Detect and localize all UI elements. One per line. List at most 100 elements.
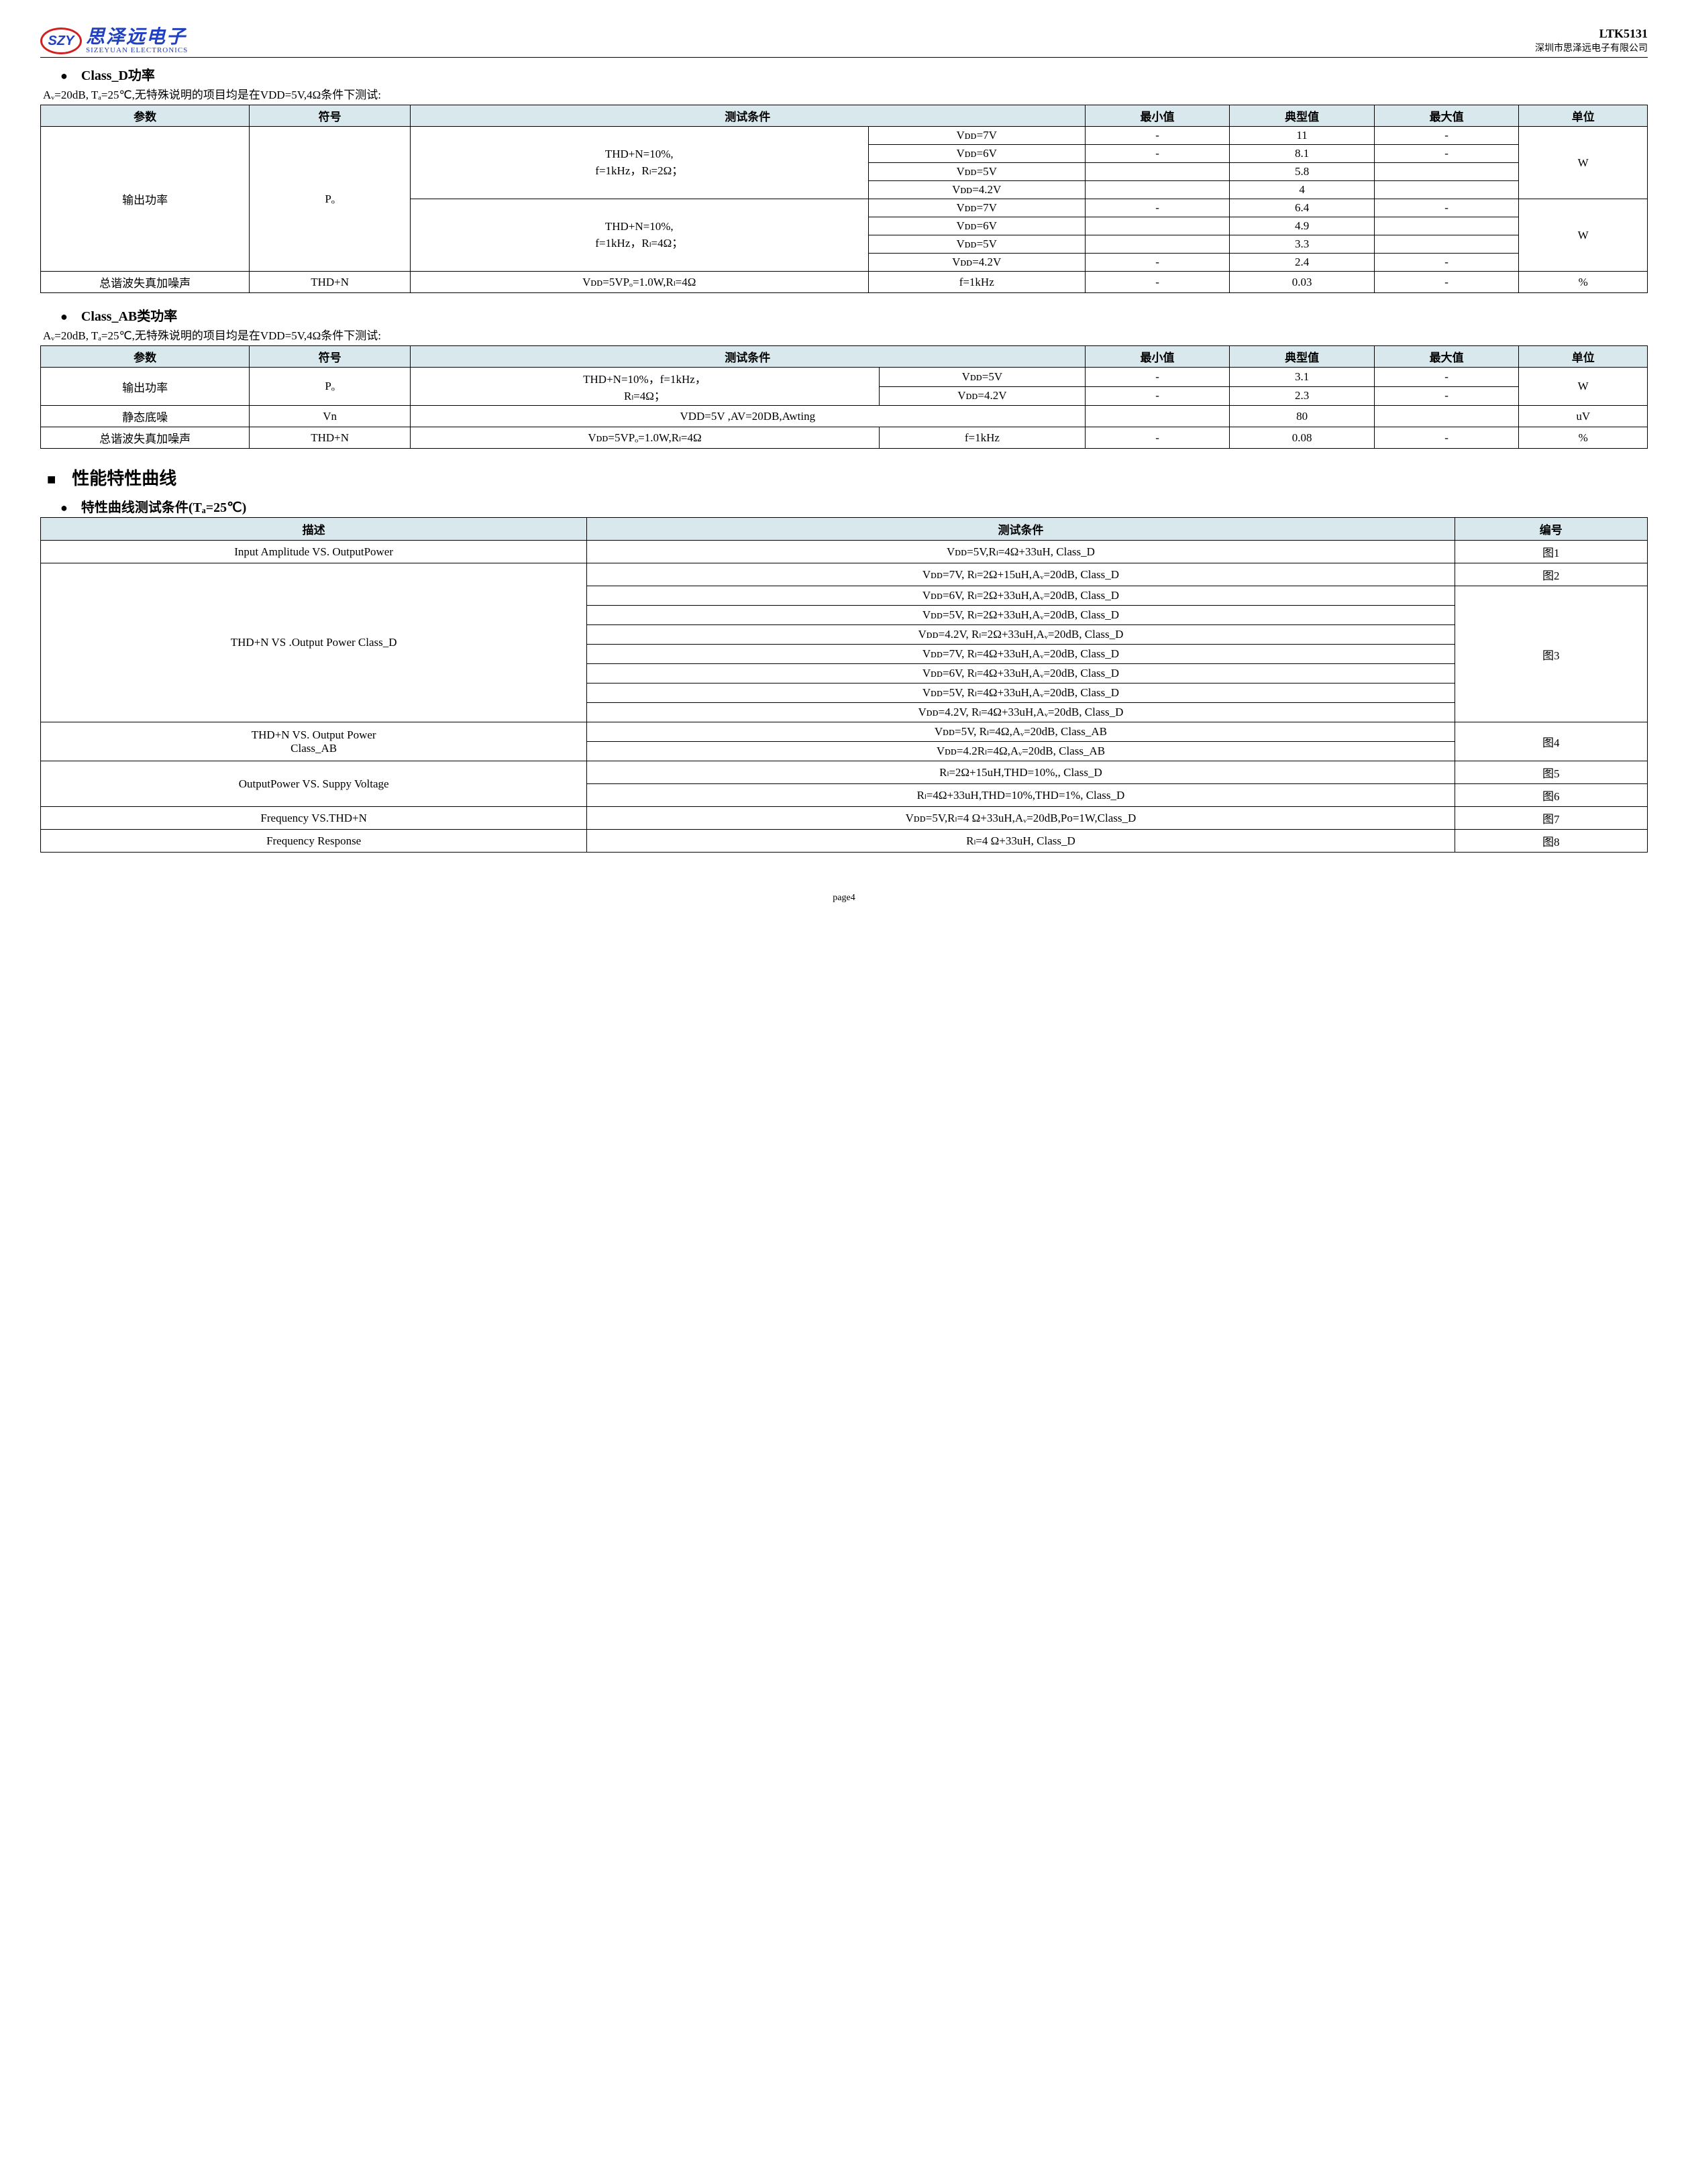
cell: 总谐波失真加噪声 [41,272,250,293]
cell [1085,217,1230,235]
cell: Pₒ [250,368,411,406]
cell: - [1374,145,1519,163]
section1-title: Class_D功率 [60,64,1648,84]
cell: 4.9 [1230,217,1375,235]
cell [1374,235,1519,254]
logo-badge: SZY [40,28,82,54]
cell: Vᴅᴅ=5V [880,368,1086,387]
cell: 6.4 [1230,199,1375,217]
cell: THD+N VS. Output Power Class_AB [41,722,587,761]
cell [1374,163,1519,181]
cell: 3.3 [1230,235,1375,254]
cell: THD+N=10%, f=1kHz，Rₗ=2Ω； [410,127,868,199]
cell: 0.08 [1230,427,1375,449]
cell: 静态底噪 [41,406,250,427]
cell: Pₒ [250,127,411,272]
cell: Rₗ=4 Ω+33uH, Class_D [587,830,1455,853]
cell: - [1085,254,1230,272]
cell: Vᴅᴅ=5VPₒ=1.0W,Rₗ=4Ω [410,272,868,293]
cell: THD+N [250,272,411,293]
cell: 8.1 [1230,145,1375,163]
cell: - [1374,427,1519,449]
section1-condition: Aᵥ=20dB, Tₐ=25℃,无特殊说明的项目均是在VDD=5V,4Ω条件下测… [43,85,1648,102]
cell: % [1519,427,1648,449]
cell: 输出功率 [41,368,250,406]
cell [1085,235,1230,254]
cell: - [1374,386,1519,406]
cell: 2.3 [1230,386,1375,406]
cell: - [1374,368,1519,387]
th: 最小值 [1085,346,1230,368]
cell: Vn [250,406,411,427]
cell [1085,406,1230,427]
cell: Vᴅᴅ=7V [868,199,1085,217]
cell: Rₗ=4Ω+33uH,THD=10%,THD=1%, Class_D [587,784,1455,807]
cell: - [1085,145,1230,163]
cell: 图1 [1455,541,1647,563]
cell [1374,217,1519,235]
company-name: 深圳市思泽远电子有限公司 [1535,41,1648,54]
table-class-ab: 参数 符号 测试条件 最小值 典型值 最大值 单位 输出功率 Pₒ THD+N=… [40,345,1648,449]
cell: 图4 [1455,722,1647,761]
table-class-d: 参数 符号 测试条件 最小值 典型值 最大值 单位 输出功率 Pₒ THD+N=… [40,105,1648,293]
cell: Rₗ=2Ω+15uH,THD=10%,, Class_D [587,761,1455,784]
section3-title: 性能特性曲线 [47,465,1648,490]
section2-condition: Aᵥ=20dB, Tₐ=25℃,无特殊说明的项目均是在VDD=5V,4Ω条件下测… [43,326,1648,343]
th: 测试条件 [587,518,1455,541]
cell: Vᴅᴅ=6V, Rₗ=2Ω+33uH,Aᵥ=20dB, Class_D [587,586,1455,606]
cell: Vᴅᴅ=5V,Rₗ=4 Ω+33uH,Aᵥ=20dB,Po=1W,Class_D [587,807,1455,830]
cell: 11 [1230,127,1375,145]
cell: Vᴅᴅ=5V, Rₗ=4Ω,Aᵥ=20dB, Class_AB [587,722,1455,742]
th: 编号 [1455,518,1647,541]
logo-cn: 思泽远电子 [86,28,188,47]
cell: Vᴅᴅ=5V [868,235,1085,254]
cell: 输出功率 [41,127,250,272]
th: 参数 [41,346,250,368]
cell [1374,181,1519,199]
cell: THD+N=10%，f=1kHz， Rₗ=4Ω； [410,368,879,406]
logo-en: SIZEYUAN ELECTRONICS [86,47,188,54]
page-header: SZY 思泽远电子 SIZEYUAN ELECTRONICS LTK5131 深… [40,27,1648,58]
part-number: LTK5131 [1535,27,1648,41]
cell: Vᴅᴅ=4.2V, Rₗ=4Ω+33uH,Aᵥ=20dB, Class_D [587,703,1455,722]
th: 测试条件 [410,346,1085,368]
cell: - [1085,127,1230,145]
cell: 80 [1230,406,1375,427]
table-curves: 描述 测试条件 编号 Input Amplitude VS. OutputPow… [40,517,1648,853]
th: 参数 [41,105,250,127]
cell: W [1519,127,1648,199]
cell: Vᴅᴅ=6V [868,217,1085,235]
cell: Vᴅᴅ=4.2V, Rₗ=2Ω+33uH,Aᵥ=20dB, Class_D [587,625,1455,645]
th: 典型值 [1230,105,1375,127]
th: 最大值 [1374,105,1519,127]
cell: Frequency Response [41,830,587,853]
cell: - [1374,272,1519,293]
th: 测试条件 [410,105,1085,127]
cell: 图3 [1455,586,1647,722]
cell: THD+N=10%, f=1kHz，Rₗ=4Ω； [410,199,868,272]
cell: 0.03 [1230,272,1375,293]
th: 符号 [250,346,411,368]
cell: f=1kHz [868,272,1085,293]
cell: VDD=5V ,AV=20DB,Awting [410,406,1085,427]
section2-title: Class_AB类功率 [60,305,1648,325]
header-right: LTK5131 深圳市思泽远电子有限公司 [1535,27,1648,54]
cell: 2.4 [1230,254,1375,272]
cell: 5.8 [1230,163,1375,181]
cell: 图5 [1455,761,1647,784]
cell: - [1374,127,1519,145]
cell: OutputPower VS. Suppy Voltage [41,761,587,807]
cell: Vᴅᴅ=5V, Rₗ=2Ω+33uH,Aᵥ=20dB, Class_D [587,606,1455,625]
cell: Vᴅᴅ=4.2V [868,181,1085,199]
th: 单位 [1519,346,1648,368]
cell: - [1085,368,1230,387]
cell: Vᴅᴅ=6V, Rₗ=4Ω+33uH,Aᵥ=20dB, Class_D [587,664,1455,684]
th: 最大值 [1374,346,1519,368]
cell: - [1085,199,1230,217]
cell: THD+N [250,427,411,449]
cell: Vᴅᴅ=4.2V [868,254,1085,272]
section3-subtitle: 特性曲线测试条件(Tₐ=25℃) [60,496,1648,516]
cell: THD+N VS .Output Power Class_D [41,563,587,722]
cell: Frequency VS.THD+N [41,807,587,830]
cell: Vᴅᴅ=5V [868,163,1085,181]
